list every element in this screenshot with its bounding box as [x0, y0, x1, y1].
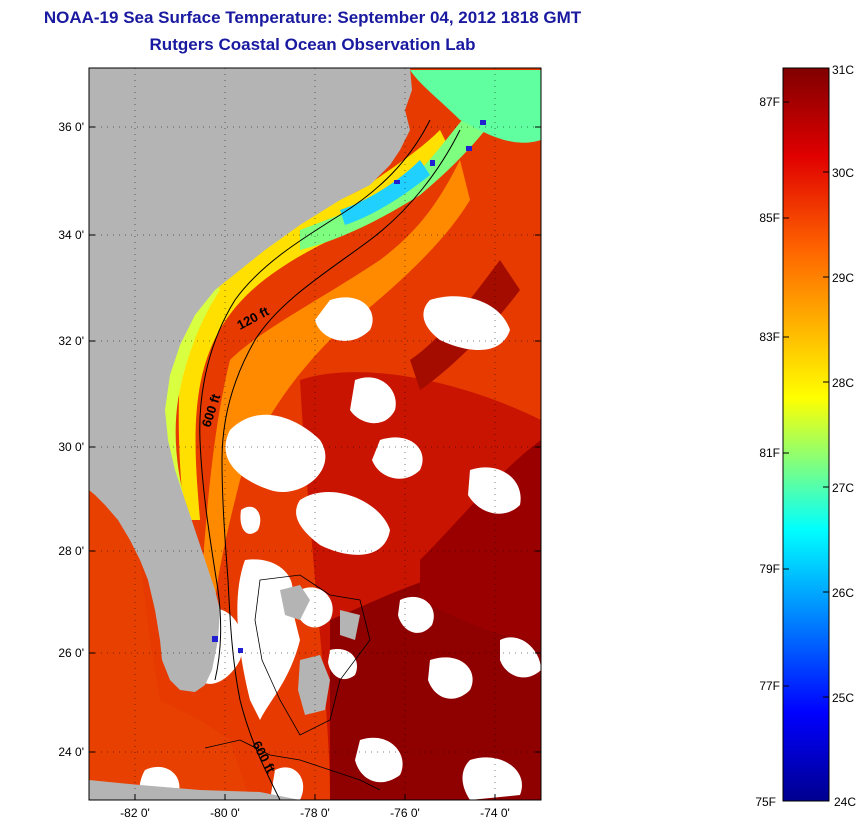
land-cuba — [89, 780, 300, 800]
colorbar-label-30c: 30C — [832, 166, 854, 180]
lon-label-76: -76 0' — [390, 806, 420, 820]
lat-label-32: 32 0' — [58, 334, 84, 348]
map-title: NOAA-19 Sea Surface Temperature: Septemb… — [43, 8, 582, 27]
contour-bahamas-bank — [254, 574, 371, 736]
gulf-of-mexico — [89, 490, 250, 800]
lat-label-24: 24 0' — [58, 745, 84, 759]
graticule — [89, 68, 541, 800]
contour-cuba-shelf — [204, 739, 381, 791]
colorbar-label-26c: 26C — [832, 586, 854, 600]
lat-label-30: 30 0' — [58, 440, 84, 454]
lat-label-36: 36 0' — [58, 120, 84, 134]
colorbar-label-25c: 25C — [832, 691, 854, 705]
land-bahamas-andros — [298, 655, 330, 715]
colorbar-label-29c: 29C — [832, 271, 854, 285]
colorbar-label-28c: 28C — [832, 376, 854, 390]
colorbar-ticks — [783, 101, 829, 698]
colorbar-label-24c: 24C — [834, 795, 856, 809]
colorbar-label-83f: 83F — [759, 330, 780, 344]
nearshore-cyan-north — [410, 70, 541, 143]
colorbar — [782, 67, 830, 802]
shelf-orange — [200, 160, 470, 600]
colorbar-label-75f: 75F — [755, 795, 776, 809]
lon-label-78: -78 0' — [300, 806, 330, 820]
map-subtitle: Rutgers Coastal Ocean Observation Lab — [149, 35, 476, 54]
colorbar-label-85f: 85F — [759, 211, 780, 225]
colorbar-label-81f: 81F — [759, 446, 780, 460]
cold-pixels — [212, 120, 486, 653]
lat-label-28: 28 0' — [58, 544, 84, 558]
lat-label-26: 26 0' — [58, 646, 84, 660]
lon-label-74: -74 0' — [480, 806, 510, 820]
lat-label-34: 34 0' — [58, 228, 84, 242]
nearshore-cyan-band — [340, 160, 430, 225]
map-area — [89, 68, 541, 800]
lat-ticks — [89, 126, 541, 800]
colorbar-label-77f: 77F — [759, 679, 780, 693]
contour-600ft — [221, 129, 461, 800]
colorbar-label-87f: 87F — [759, 95, 780, 109]
lon-label-80: -80 0' — [210, 806, 240, 820]
lon-label-82: -82 0' — [120, 806, 150, 820]
land-us-southeast — [89, 68, 412, 692]
colorbar-label-31c: 31C — [832, 63, 854, 77]
contour-120ft — [199, 119, 431, 681]
colorbar-label-27c: 27C — [832, 481, 854, 495]
land-bahamas-abaco — [280, 585, 310, 620]
colorbar-label-79f: 79F — [759, 562, 780, 576]
land-bahamas-islands — [340, 610, 360, 640]
